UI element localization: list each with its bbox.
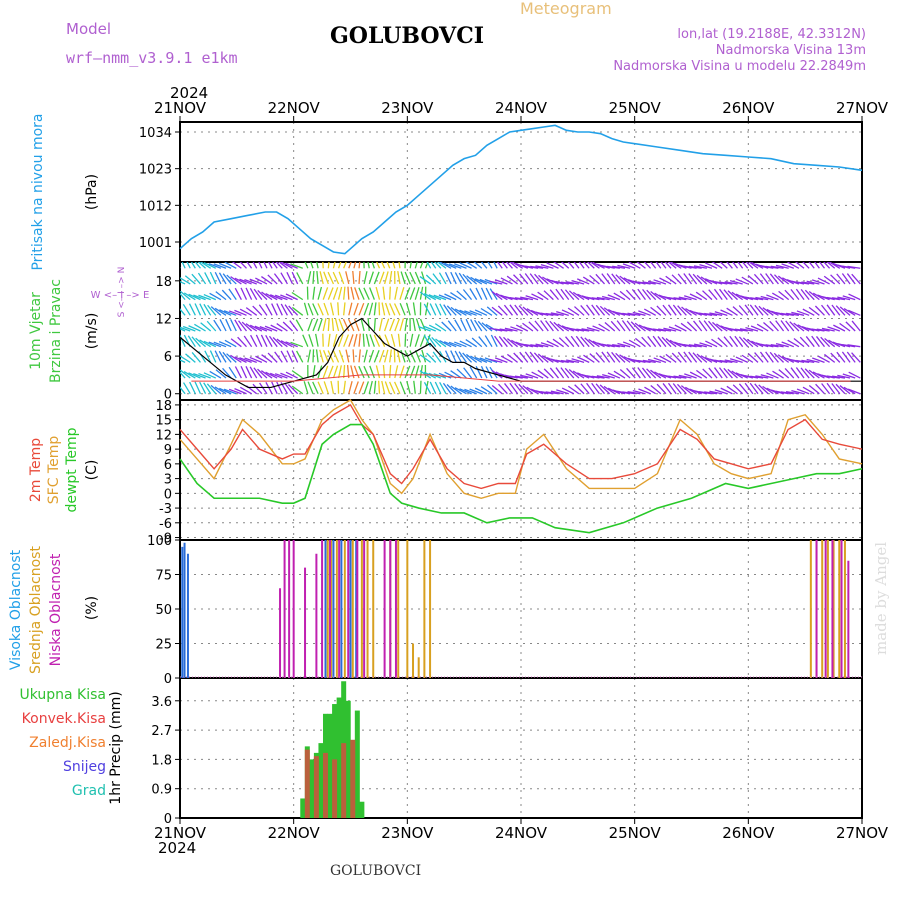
y-tick-label: 0 <box>164 487 172 502</box>
y-tick-label: 25 <box>155 638 172 653</box>
precip-bar-conv <box>323 753 328 818</box>
x-tick-label-top: 26NOV <box>722 99 775 117</box>
model-label: Model <box>66 20 111 38</box>
x-tick-label-bottom: 25NOV <box>609 824 662 842</box>
precip-legend-4: Grad <box>72 783 106 799</box>
y-tick-label: -6 <box>159 517 172 532</box>
wind-arrow <box>405 334 406 347</box>
precip-bar-total <box>346 701 351 818</box>
wind-arrow <box>313 349 314 362</box>
wind-unit-label: (m/s) <box>84 313 100 350</box>
precip-legend-0: Ukupna Kisa <box>19 687 106 703</box>
y-tick-label: -3 <box>159 502 172 517</box>
y-tick-label: 3 <box>164 473 172 488</box>
precip-bar-conv <box>341 743 346 818</box>
x-tick-label-bottom: 23NOV <box>381 824 434 842</box>
cloud-ylabel-2: Niska Oblacnost <box>48 553 64 666</box>
pressure-ylabel: Pritisak na nivou mora <box>30 113 46 270</box>
altitude-text: Nadmorska Visina 13m <box>716 43 866 58</box>
wind-ylabel-2: Brzina i Pravac <box>48 279 64 383</box>
y-tick-label: 18 <box>155 275 172 290</box>
precip-bar-total <box>337 698 342 818</box>
x-tick-label-bottom: 21NOV <box>154 824 207 842</box>
y-tick-label: 0 <box>164 672 172 687</box>
y-tick-label: 2.7 <box>151 724 172 739</box>
wind-arrow <box>338 302 339 315</box>
precip-bar-total <box>355 711 360 818</box>
y-tick-label: 15 <box>155 414 172 429</box>
y-tick-label: 1001 <box>139 236 172 251</box>
x-tick-label-top: 21NOV <box>154 99 207 117</box>
precip-ylabel: 1hr Precip (mm) <box>108 691 124 804</box>
pressure-unit-label: (hPa) <box>84 174 100 210</box>
x-tick-label-top: 22NOV <box>268 99 321 117</box>
station-title: GOLUBOVCI <box>330 23 484 49</box>
x-tick-label-bottom: 24NOV <box>495 824 548 842</box>
coords-text: lon,lat (19.2188E, 42.3312N) <box>677 27 866 42</box>
precip-bar-total <box>359 802 364 818</box>
precip-bar-conv <box>332 759 337 818</box>
x-tick-label-bottom: 26NOV <box>722 824 775 842</box>
x-tick-label-top: 23NOV <box>381 99 434 117</box>
temp-ylabel-1: SFC Temp <box>46 436 62 505</box>
wind-arrow <box>363 334 364 347</box>
y-tick-label: 1023 <box>139 163 172 178</box>
wind-arrow <box>353 349 354 362</box>
wind-arrow <box>313 271 314 284</box>
x-tick-label-bottom: 22NOV <box>268 824 321 842</box>
wind-arrow <box>390 287 391 300</box>
precip-bar-conv <box>314 756 319 818</box>
meteogram-title: Meteogram <box>520 0 612 18</box>
precip-legend-1: Konvek.Kisa <box>22 711 106 727</box>
wind-ylabel-1: 10m Vjetar <box>28 292 44 370</box>
footer-station: GOLUBOVCI <box>330 863 421 879</box>
temp-ylabel-0: 2m Temp <box>28 438 44 502</box>
cloud-ylabel-1: Srednja Oblacnost <box>28 546 44 674</box>
y-tick-label: 12 <box>155 428 172 443</box>
model-altitude-text: Nadmorska Visina u modelu 22.2849m <box>613 59 866 74</box>
y-tick-label: 50 <box>155 603 172 618</box>
wind-arrow <box>328 318 329 331</box>
temp-unit-label: (C) <box>84 460 100 481</box>
precip-bar-total <box>309 759 314 818</box>
y-tick-label: 12 <box>155 312 172 327</box>
temp-ylabel-2: dewpt Temp <box>64 427 80 512</box>
x-tick-label-top: 25NOV <box>609 99 662 117</box>
precip-bar-conv <box>305 750 310 818</box>
x-tick-label-bottom: 27NOV <box>836 824 889 842</box>
wind-arrow <box>379 381 380 394</box>
y-tick-label: 3.6 <box>151 695 172 710</box>
y-tick-label: 1034 <box>139 126 172 141</box>
cloud-ylabel-0: Visoka Oblacnost <box>8 549 24 670</box>
y-tick-label: 18 <box>155 399 172 414</box>
y-tick-label: 0.9 <box>151 783 172 798</box>
precip-bar-total <box>328 714 333 818</box>
cloud-unit-label: (%) <box>84 596 100 620</box>
watermark: made by Angel <box>872 542 890 655</box>
y-tick-label: 75 <box>155 569 172 584</box>
wind-arrow <box>420 381 421 394</box>
model-name: wrf–nmm_v3.9.1 e1km <box>66 49 238 67</box>
y-tick-label: 9 <box>164 443 172 458</box>
precip-bar-total <box>300 798 305 818</box>
y-tick-label: 6 <box>164 350 172 365</box>
precip-bar-total <box>318 743 323 818</box>
wind-arrow <box>348 287 349 300</box>
y-tick-label: 0 <box>164 812 172 827</box>
y-tick-label: 1.8 <box>151 753 172 768</box>
y-tick-label: 1012 <box>139 199 172 214</box>
precip-bar-conv <box>350 740 355 818</box>
wind-direction-key-ns: S <– I –> N <box>117 267 127 318</box>
y-tick-label: 6 <box>164 458 172 473</box>
x-tick-label-top: 24NOV <box>495 99 548 117</box>
y-tick-label: 100 <box>147 534 172 549</box>
x-tick-label-top: 27NOV <box>836 99 889 117</box>
precip-legend-2: Zaledj.Kisa <box>29 735 106 751</box>
precip-legend-3: Snijeg <box>63 759 106 775</box>
